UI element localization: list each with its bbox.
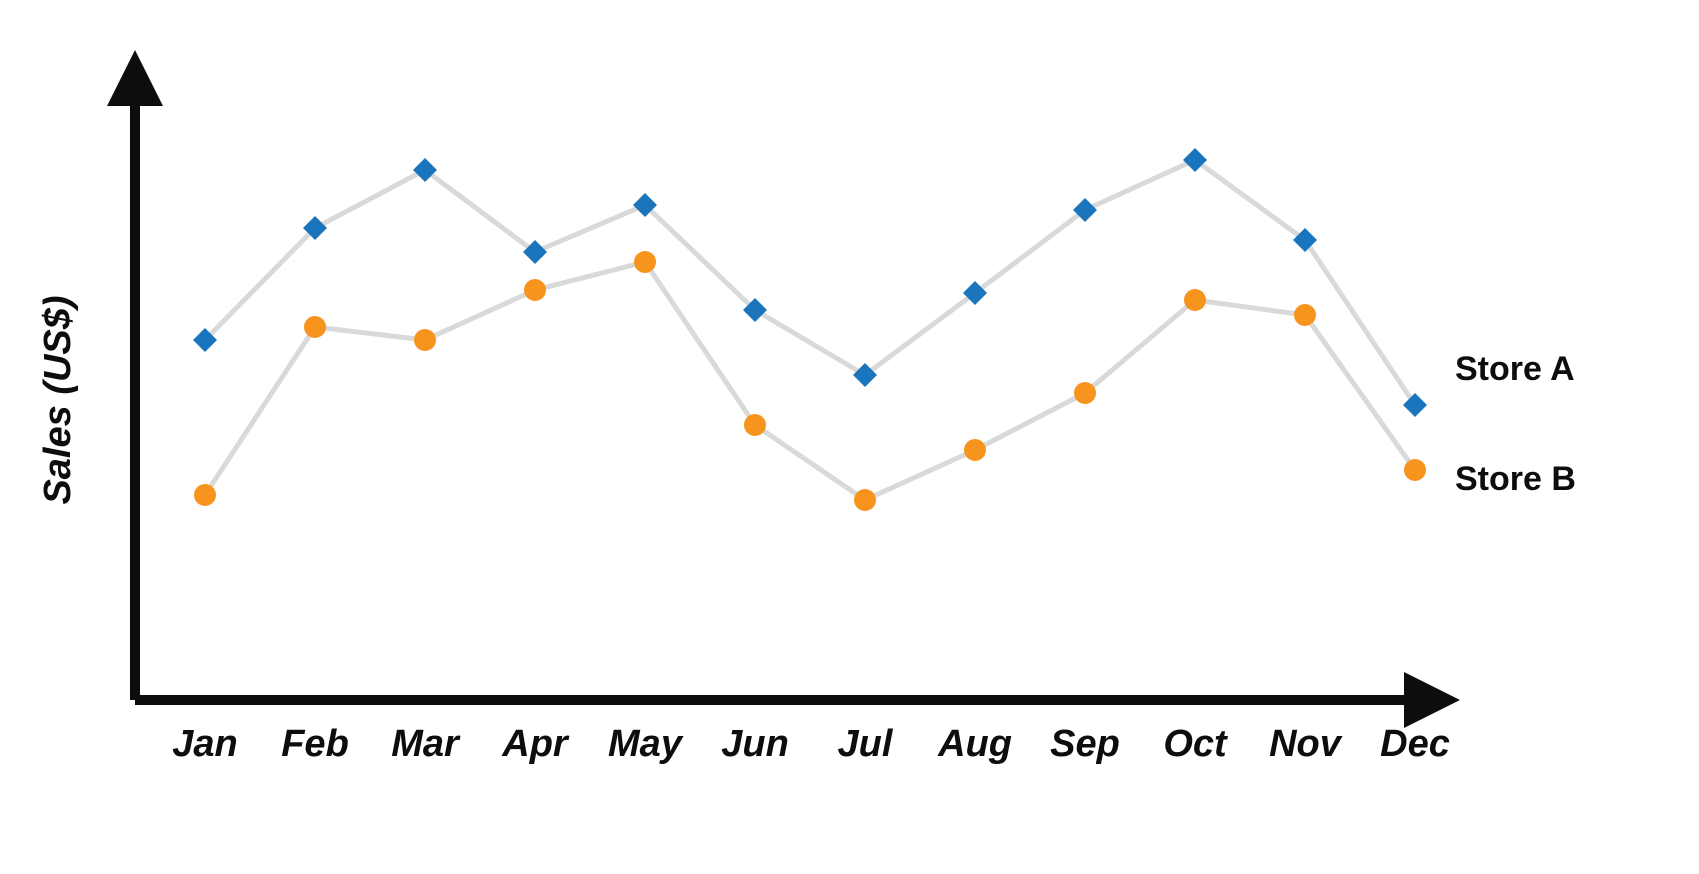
x-tick-label: Aug	[937, 723, 1012, 765]
series-label-store-a: Store A	[1455, 350, 1575, 388]
marker-circle	[1404, 459, 1426, 481]
series-markers	[193, 148, 1427, 511]
x-axis-arrowhead	[1404, 672, 1460, 728]
series-lines	[205, 160, 1415, 500]
x-tick-label: Jun	[721, 723, 789, 765]
x-tick-label: Jul	[838, 723, 894, 765]
x-tick-label: Feb	[281, 723, 349, 765]
y-axis-label: Sales (US$)	[37, 295, 79, 504]
axes	[107, 50, 1460, 728]
marker-circle	[1294, 304, 1316, 326]
y-axis-arrowhead	[107, 50, 163, 106]
marker-circle	[744, 414, 766, 436]
marker-circle	[194, 484, 216, 506]
marker-circle	[634, 251, 656, 273]
marker-circle	[1074, 382, 1096, 404]
x-tick-label: May	[608, 723, 684, 765]
x-tick-label: Mar	[391, 723, 461, 765]
marker-circle	[964, 439, 986, 461]
x-tick-labels: Jan Feb Mar Apr May Jun Jul Aug Sep Oct Nov Dec	[172, 723, 1450, 765]
series-line-store-b	[205, 262, 1415, 500]
sales-line-chart: Jan Feb Mar Apr May Jun Jul Aug Sep Oct Nov Dec Sale…	[0, 0, 1699, 874]
x-tick-label: Jan	[172, 723, 237, 765]
series-label-store-b: Store B	[1455, 460, 1576, 498]
x-tick-label: Apr	[501, 723, 570, 765]
marker-circle	[414, 329, 436, 351]
x-tick-label: Nov	[1269, 723, 1343, 765]
x-tick-label: Sep	[1050, 723, 1120, 765]
marker-circle	[854, 489, 876, 511]
series-line-store-a	[205, 160, 1415, 405]
marker-circle	[1184, 289, 1206, 311]
x-tick-label: Oct	[1163, 723, 1228, 765]
marker-circle	[304, 316, 326, 338]
marker-circle	[524, 279, 546, 301]
x-tick-label: Dec	[1380, 723, 1450, 765]
